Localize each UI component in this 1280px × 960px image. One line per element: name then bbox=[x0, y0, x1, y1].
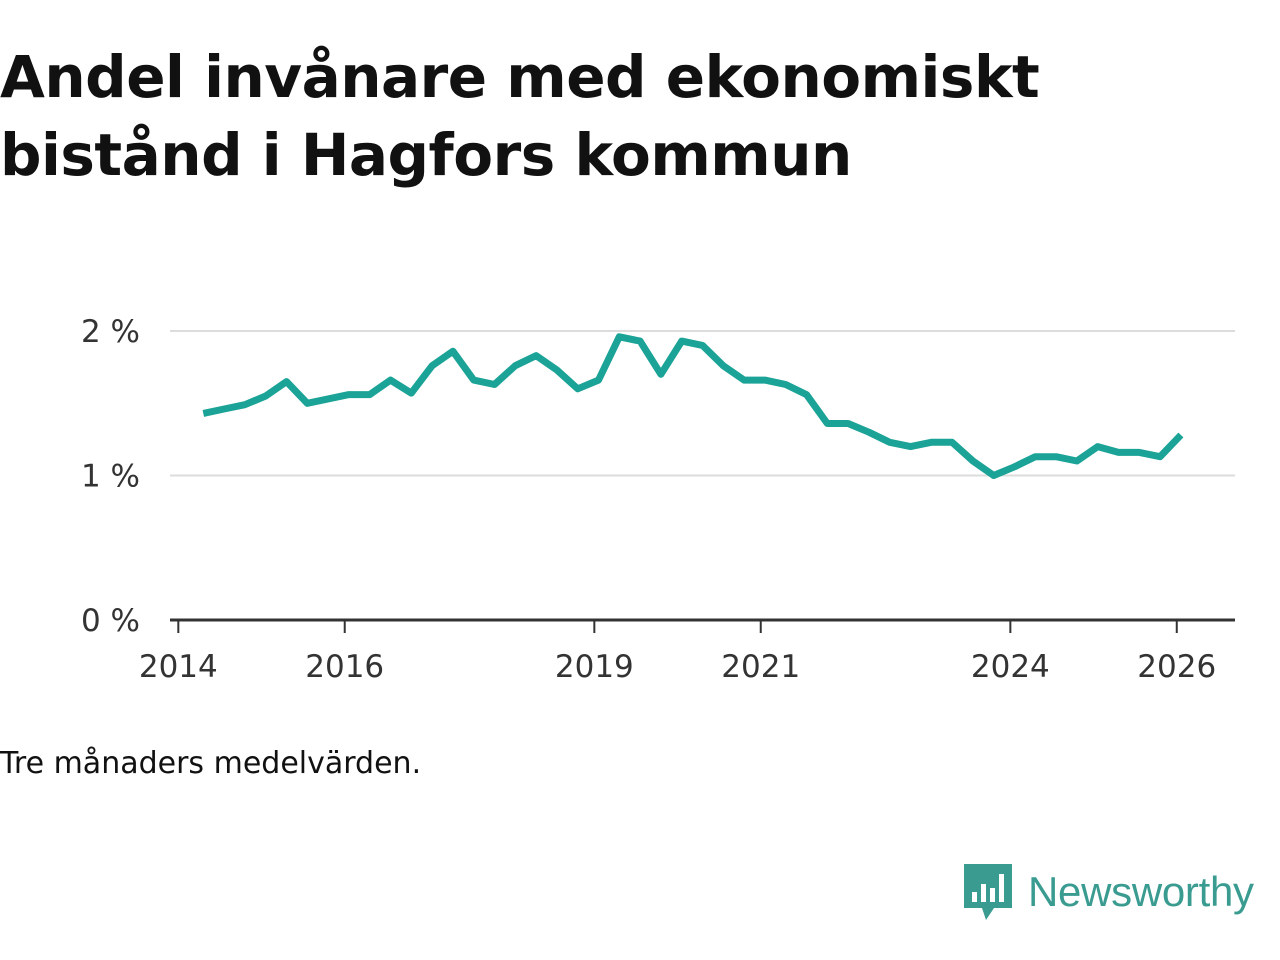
x-axis-ticks: 2014 2016 2019 2021 2024 2026 bbox=[139, 620, 1216, 685]
chart-title: Andel invånare med ekonomiskt bistånd i … bbox=[0, 43, 1040, 189]
brand-name: Newsworthy bbox=[1028, 868, 1254, 915]
x-tick-label: 2016 bbox=[305, 649, 384, 685]
series-layer bbox=[202, 333, 1184, 479]
line-chart: 0 % 1 % 2 % 2014 2016 2019 2021 2024 2026 bbox=[81, 314, 1235, 685]
y-axis-ticks: 0 % 1 % 2 % bbox=[81, 314, 140, 639]
y-tick-label: 0 % bbox=[81, 603, 140, 639]
y-tick-label: 2 % bbox=[81, 314, 140, 350]
x-tick-label: 2019 bbox=[555, 649, 634, 685]
series-line bbox=[202, 333, 1184, 479]
chart-caption: Tre månaders medelvärden. bbox=[0, 746, 422, 781]
x-tick-label: 2021 bbox=[721, 649, 800, 685]
y-tick-label: 1 % bbox=[81, 459, 140, 495]
x-tick-label: 2024 bbox=[971, 649, 1050, 685]
gridlines bbox=[170, 330, 1235, 477]
newsworthy-bar-chart-icon bbox=[964, 864, 1012, 920]
newsworthy-logo: Newsworthy bbox=[962, 862, 1254, 922]
x-tick-label: 2026 bbox=[1137, 649, 1216, 685]
x-tick-label: 2014 bbox=[139, 649, 218, 685]
